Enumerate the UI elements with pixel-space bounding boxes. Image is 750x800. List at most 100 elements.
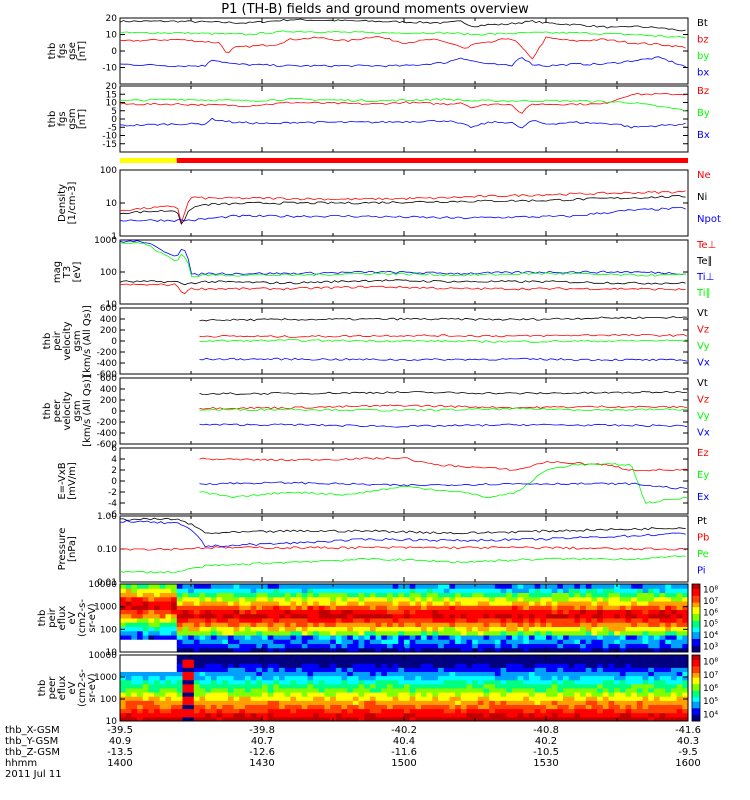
spectrogram-cell: [636, 692, 644, 697]
spectrogram-cell: [313, 626, 320, 632]
spectrogram-cell: [188, 626, 195, 632]
spectrogram-cell: [426, 655, 433, 660]
spectrogram-cell: [210, 618, 218, 623]
spectrogram-cell: [472, 688, 479, 693]
spectrogram-cell: [415, 683, 422, 689]
spectrogram-cell: [438, 601, 445, 606]
spectrogram-cell: [250, 704, 257, 710]
spectrogram-cell: [670, 700, 678, 705]
spectrogram-cell: [358, 592, 365, 598]
spectrogram-cell: [489, 626, 496, 632]
spectrogram-cell: [534, 626, 541, 632]
spectrogram-cell: [171, 655, 178, 660]
spectrogram-cell: [335, 663, 343, 668]
spectrogram-cell: [284, 716, 291, 722]
spectrogram-cell: [296, 647, 303, 653]
spectrogram-cell: [176, 688, 183, 693]
spectrogram-cell: [432, 688, 439, 693]
spectrogram-cell: [358, 605, 365, 610]
spectrogram-cell: [398, 630, 405, 636]
spectrogram-cell: [267, 647, 274, 653]
spectrogram-cell: [290, 613, 297, 619]
spectrogram-cell: [148, 692, 155, 697]
spectrogram-cell: [335, 647, 343, 653]
spectrogram-cell: [648, 647, 655, 653]
spectrogram-cell: [557, 584, 564, 589]
spectrogram-cell: [398, 675, 405, 681]
legend-entry-Vz: Vz: [697, 395, 709, 406]
spectrogram-cell: [290, 618, 297, 623]
spectrogram-cell: [665, 716, 672, 722]
spectrogram-cell: [591, 679, 598, 685]
spectrogram-cell: [148, 618, 155, 623]
spectrogram-cell: [511, 630, 519, 636]
spectrogram-cell: [494, 584, 502, 589]
spectrogram-cell: [199, 671, 206, 677]
spectrogram-cell: [165, 630, 172, 636]
spectrogram-cell: [233, 700, 240, 705]
spectrogram-cell: [585, 622, 592, 627]
spectrogram-cell: [279, 704, 286, 710]
spectrogram-cell: [517, 655, 524, 660]
spectrogram-cell: [455, 630, 462, 636]
spectrogram-cell: [614, 675, 621, 681]
spectrogram-cell: [364, 692, 371, 697]
spectrogram-cell: [256, 696, 263, 701]
spectrogram-cell: [301, 609, 308, 615]
spectrogram-cell: [563, 683, 570, 689]
legend-entry-Vt: Vt: [697, 308, 708, 319]
spectrogram-cell: [137, 712, 144, 718]
spectrogram-cell: [676, 655, 683, 660]
spectrogram-cell: [631, 609, 638, 615]
spectrogram-cell: [335, 700, 343, 705]
spectrogram-cell: [273, 700, 280, 705]
spectrogram-cell: [120, 635, 127, 640]
spectrogram-cell: [142, 667, 149, 672]
spectrogram-cell: [296, 626, 303, 632]
spectrogram-cell: [142, 708, 149, 714]
spectrogram-cell: [597, 700, 604, 705]
spectrogram-cell: [551, 622, 558, 627]
spectrogram-cell: [120, 663, 127, 668]
spectrogram-cell: [597, 618, 604, 623]
y-tick-label: 15: [106, 90, 117, 100]
spectrogram-cell: [159, 655, 166, 660]
spectrogram-cell: [483, 688, 490, 693]
spectrogram-cell: [602, 626, 609, 632]
spectrogram-cell: [591, 584, 598, 589]
spectrogram-cell: [670, 696, 678, 701]
spectrogram-cell: [489, 679, 496, 685]
spectrogram-cell: [188, 704, 195, 710]
spectrogram-cell: [216, 618, 223, 623]
spectrogram-cell: [477, 635, 485, 640]
spectrogram-cell: [585, 675, 592, 681]
spectrogram-cell: [120, 622, 127, 627]
spectrogram-cell: [676, 592, 683, 598]
spectrogram-cell: [120, 671, 127, 677]
spectrogram-cell: [421, 630, 428, 636]
legend-entry-bx: bx: [697, 68, 709, 79]
spectrogram-cell: [398, 679, 405, 685]
spectrogram-cell: [154, 618, 161, 623]
spectrogram-cell: [494, 626, 502, 632]
spectrogram-cell: [398, 683, 405, 689]
spectrogram-cell: [239, 618, 246, 623]
spectrogram-cell: [199, 639, 206, 644]
spectrogram-cell: [511, 683, 519, 689]
spectrogram-cell: [210, 671, 218, 677]
spectrogram-cell: [455, 692, 462, 697]
spectrogram-cell: [222, 708, 229, 714]
spectrogram-cell: [528, 675, 536, 681]
spectrogram-cell: [335, 639, 343, 644]
spectrogram-cell: [324, 609, 331, 615]
spectrogram-cell: [477, 601, 485, 606]
y-tick-label: -10: [102, 132, 117, 142]
spectrogram-cell: [443, 716, 450, 722]
y-tick-label: 600: [100, 374, 117, 384]
spectrogram-cell: [500, 618, 507, 623]
spectrogram-cell: [614, 663, 621, 668]
spectrogram-cell: [256, 592, 263, 598]
spectrogram-cell: [415, 704, 422, 710]
spectrogram-cell: [369, 613, 377, 619]
spectrogram-cell: [171, 712, 178, 718]
